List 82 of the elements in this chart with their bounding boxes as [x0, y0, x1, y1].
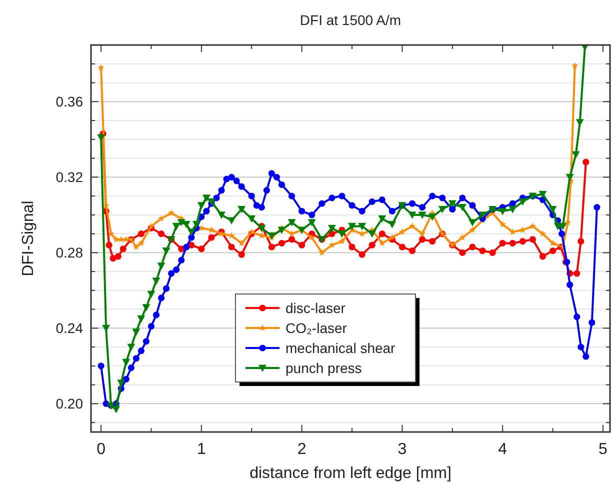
point	[469, 244, 476, 250]
point	[499, 240, 506, 247]
point	[529, 222, 536, 230]
point	[298, 242, 306, 248]
y-axis-title: DFI-Signal	[20, 200, 37, 276]
x-tick-label: 3	[398, 441, 407, 458]
point	[122, 236, 130, 242]
point	[110, 255, 116, 262]
point	[549, 240, 556, 246]
point	[469, 226, 476, 233]
point	[106, 242, 112, 248]
point	[458, 234, 466, 240]
legend-label: CO₂-laser	[286, 320, 348, 336]
point	[98, 64, 104, 71]
point	[539, 230, 546, 237]
point	[138, 240, 145, 246]
point	[571, 62, 578, 69]
point	[208, 234, 215, 241]
point	[378, 240, 386, 246]
point	[574, 270, 580, 277]
legend-label: disc-laser	[286, 300, 346, 316]
point	[529, 236, 536, 243]
point	[338, 238, 346, 244]
point	[539, 253, 546, 260]
point	[158, 215, 165, 222]
point	[408, 247, 416, 254]
y-tick-label: 0.36	[56, 94, 84, 110]
point	[228, 244, 235, 250]
point	[198, 246, 205, 252]
legend-label: mechanical shear	[286, 340, 396, 356]
point	[429, 238, 436, 245]
point	[238, 251, 245, 258]
point	[408, 222, 416, 230]
point	[348, 244, 356, 250]
y-tick-label: 0.24	[56, 320, 84, 336]
point	[489, 249, 496, 256]
point	[388, 234, 396, 240]
point	[479, 247, 486, 254]
point	[378, 230, 386, 238]
point	[398, 244, 406, 250]
y-tick-label: 0.32	[56, 169, 84, 186]
point	[499, 220, 506, 228]
point	[168, 209, 175, 216]
x-axis-title: distance from left edge [mm]	[250, 465, 452, 482]
point	[132, 243, 140, 250]
point	[278, 240, 286, 247]
point	[308, 234, 316, 240]
point	[158, 230, 165, 238]
point	[228, 232, 235, 239]
point	[358, 251, 366, 258]
point	[582, 158, 590, 166]
x-tick-label: 4	[498, 441, 508, 458]
point	[459, 249, 466, 256]
point	[118, 236, 125, 242]
point	[208, 226, 215, 233]
point	[112, 236, 120, 242]
point	[120, 246, 126, 252]
legend-label: punch press	[286, 360, 362, 376]
point	[418, 236, 426, 243]
x-tick-label: 0	[96, 441, 106, 458]
point	[578, 238, 584, 245]
y-tick-label: 0.20	[56, 396, 84, 412]
x-tick-label: 1	[196, 441, 206, 458]
point	[358, 230, 366, 237]
y-tick-label: 0.28	[56, 244, 84, 261]
point	[268, 244, 275, 250]
point	[549, 247, 556, 254]
point	[138, 230, 144, 238]
x-tick-label: 5	[598, 441, 608, 458]
point	[328, 230, 336, 238]
point	[519, 238, 526, 245]
point	[288, 236, 296, 243]
point	[318, 249, 326, 256]
point	[368, 242, 376, 248]
point	[238, 240, 246, 246]
chart-title: DFI at 1500 A/m	[300, 12, 402, 28]
point	[248, 228, 256, 235]
point	[418, 230, 426, 237]
x-tick-label: 2	[297, 441, 306, 458]
point	[509, 240, 516, 247]
point	[114, 253, 122, 260]
point	[398, 228, 406, 235]
